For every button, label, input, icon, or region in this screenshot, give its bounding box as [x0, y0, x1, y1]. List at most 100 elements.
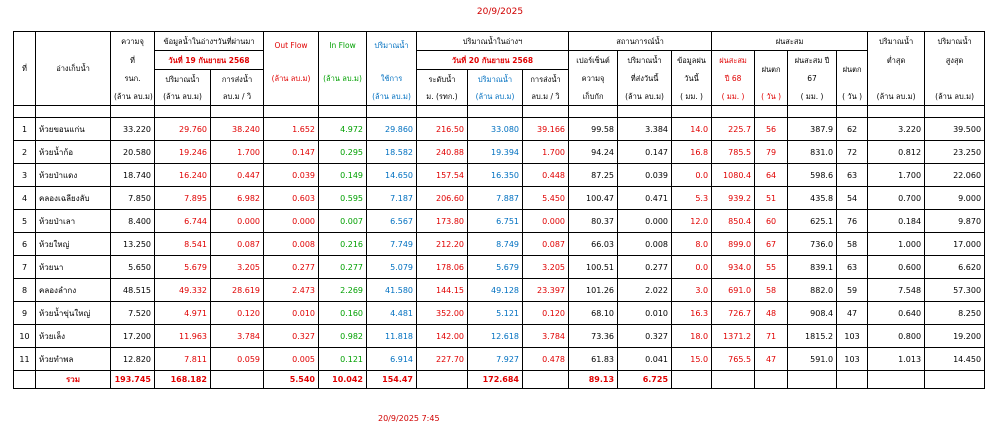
cell-no: 8	[13, 278, 36, 302]
cell-no: 3	[13, 163, 36, 187]
cell-max: 23.250	[924, 140, 986, 164]
header-rain67-1: ฝนสะสม ปี	[787, 50, 838, 70]
cell-rain: 5.3	[671, 186, 713, 210]
cell-no: 5	[13, 209, 36, 233]
cell-tvol: 5.679	[467, 255, 523, 279]
cell-use: 41.580	[366, 278, 417, 302]
table-row: 8 คลองลำกง 48.515 49.332 28.619 2.473 2.269 41.…	[13, 278, 986, 302]
header-reservoir: อ่างเก็บน้ำ	[35, 31, 111, 106]
cell-r68: 934.0	[711, 255, 756, 279]
header-usable-unit: (ล้าน ลบ.ม)	[366, 88, 417, 106]
cell-pct: 61.83	[568, 347, 619, 371]
cell-r67: 736.0	[787, 232, 838, 256]
cell-use: 4.481	[366, 301, 417, 325]
cell-tvol: 12.618	[467, 324, 523, 348]
cell-trel: 3.205	[521, 255, 570, 279]
header-y-release-1: การส่งน้ำ	[210, 69, 264, 88]
header-y-volume-1: ปริมาณน้ำ	[154, 69, 211, 88]
header-rain67-2: 67	[787, 69, 838, 88]
cell-yvol: 49.332	[154, 278, 211, 302]
cell-cap: 8.400	[110, 209, 155, 233]
header-percent-2: ความจุ	[568, 69, 619, 88]
header-rain67-unit: ( มม. )	[787, 88, 838, 106]
header-sent-1: ปริมาณน้ำ	[617, 50, 673, 70]
cell-name: ห้วยใหญ่	[35, 232, 111, 256]
header-raindays67-unit: ( วัน )	[836, 88, 869, 106]
cell-tvol: 49.128	[467, 278, 523, 302]
cell-max: 57.300	[924, 278, 986, 302]
header-min-unit: (ล้าน ลบ.ม)	[867, 88, 926, 106]
cell-no: 9	[13, 301, 36, 325]
cell-name: คลองลำกง	[35, 278, 111, 302]
total-row: รวม 193.745 168.182 5.540 10.042 154.47 172.68…	[13, 370, 986, 389]
cell-use: 7.749	[366, 232, 417, 256]
header-capacity-1: ความจุ	[110, 31, 155, 51]
cell-name: ห้วยขอนแก่น	[35, 117, 111, 141]
cell-use: 5.079	[366, 255, 417, 279]
cell-max: 6.620	[924, 255, 986, 279]
cell-r68: 726.7	[711, 301, 756, 325]
cell-cap: 13.250	[110, 232, 155, 256]
cell-sent: 0.277	[617, 255, 673, 279]
cell-r68: 785.5	[711, 140, 756, 164]
cell-tvol: 33.080	[467, 117, 523, 141]
total-tvol: 172.684	[467, 370, 523, 389]
cell-rain: 16.3	[671, 301, 713, 325]
cell-no: 7	[13, 255, 36, 279]
cell-in: 2.269	[318, 278, 367, 302]
cell-trel: 3.784	[521, 324, 570, 348]
header-t-level-1: ระดับน้ำ	[416, 69, 468, 88]
cell-pct: 80.37	[568, 209, 619, 233]
cell-in: 0.277	[318, 255, 367, 279]
cell-rain: 3.0	[671, 278, 713, 302]
cell-yvol: 6.744	[154, 209, 211, 233]
cell-d67: 63	[836, 255, 869, 279]
cell-lvl: 144.15	[416, 278, 468, 302]
cell-yrel: 0.059	[210, 347, 264, 371]
cell-cap: 7.520	[110, 301, 155, 325]
table-row: 1 ห้วยขอนแก่น 33.220 29.760 38.240 1.652 4.972…	[13, 117, 986, 141]
header-usable-1: ปริมาณน้ำ	[366, 31, 417, 51]
header-yesterday-date: วันที่ 19 กันยายน 2568	[154, 50, 264, 70]
cell-d67: 54	[836, 186, 869, 210]
cell-out: 0.327	[263, 324, 319, 348]
cell-cap: 48.515	[110, 278, 155, 302]
cell-lvl: 212.20	[416, 232, 468, 256]
header-cum-title: ฝนสะสม	[711, 31, 869, 51]
cell-min: 1.700	[867, 163, 926, 187]
header-rain68-2: ปี 68	[711, 69, 756, 88]
header-today-date: วันที่ 20 กันยายน 2568	[415, 50, 570, 70]
cell-rain: 0.0	[671, 163, 713, 187]
cell-min: 7.548	[867, 278, 926, 302]
cell-trel: 0.478	[521, 347, 570, 371]
cell-tvol: 16.350	[467, 163, 523, 187]
cell-yvol: 19.246	[154, 140, 211, 164]
cell-sent: 0.327	[617, 324, 673, 348]
cell-pct: 101.26	[568, 278, 619, 302]
header-today-title: ปริมาณน้ำในอ่างฯ	[415, 31, 570, 51]
cell-d67: 58	[836, 232, 869, 256]
cell-lvl: 227.70	[416, 347, 468, 371]
cell-use: 14.650	[366, 163, 417, 187]
cell-yrel: 0.000	[210, 209, 264, 233]
header-raindays68-unit: ( วัน )	[754, 88, 789, 106]
cell-rain: 12.0	[671, 209, 713, 233]
cell-r67: 1815.2	[787, 324, 838, 348]
header-sent-unit: (ล้าน ลบ.ม)	[617, 88, 673, 106]
cell-r67: 625.1	[787, 209, 838, 233]
cell-yvol: 11.963	[154, 324, 211, 348]
cell-r67: 908.4	[787, 301, 838, 325]
cell-r68: 899.0	[711, 232, 756, 256]
cell-tvol: 7.927	[467, 347, 523, 371]
cell-yrel: 38.240	[210, 117, 264, 141]
cell-cap: 20.580	[110, 140, 155, 164]
cell-r67: 591.0	[787, 347, 838, 371]
header-inflow-unit: (ล้าน ลบ.ม)	[318, 69, 367, 88]
cell-pct: 99.58	[568, 117, 619, 141]
cell-lvl: 240.88	[416, 140, 468, 164]
cell-r68: 850.4	[711, 209, 756, 233]
cell-out: 2.473	[263, 278, 319, 302]
cell-name: ห้วยนา	[35, 255, 111, 279]
cell-d68: 71	[754, 324, 789, 348]
cell-use: 11.818	[366, 324, 417, 348]
